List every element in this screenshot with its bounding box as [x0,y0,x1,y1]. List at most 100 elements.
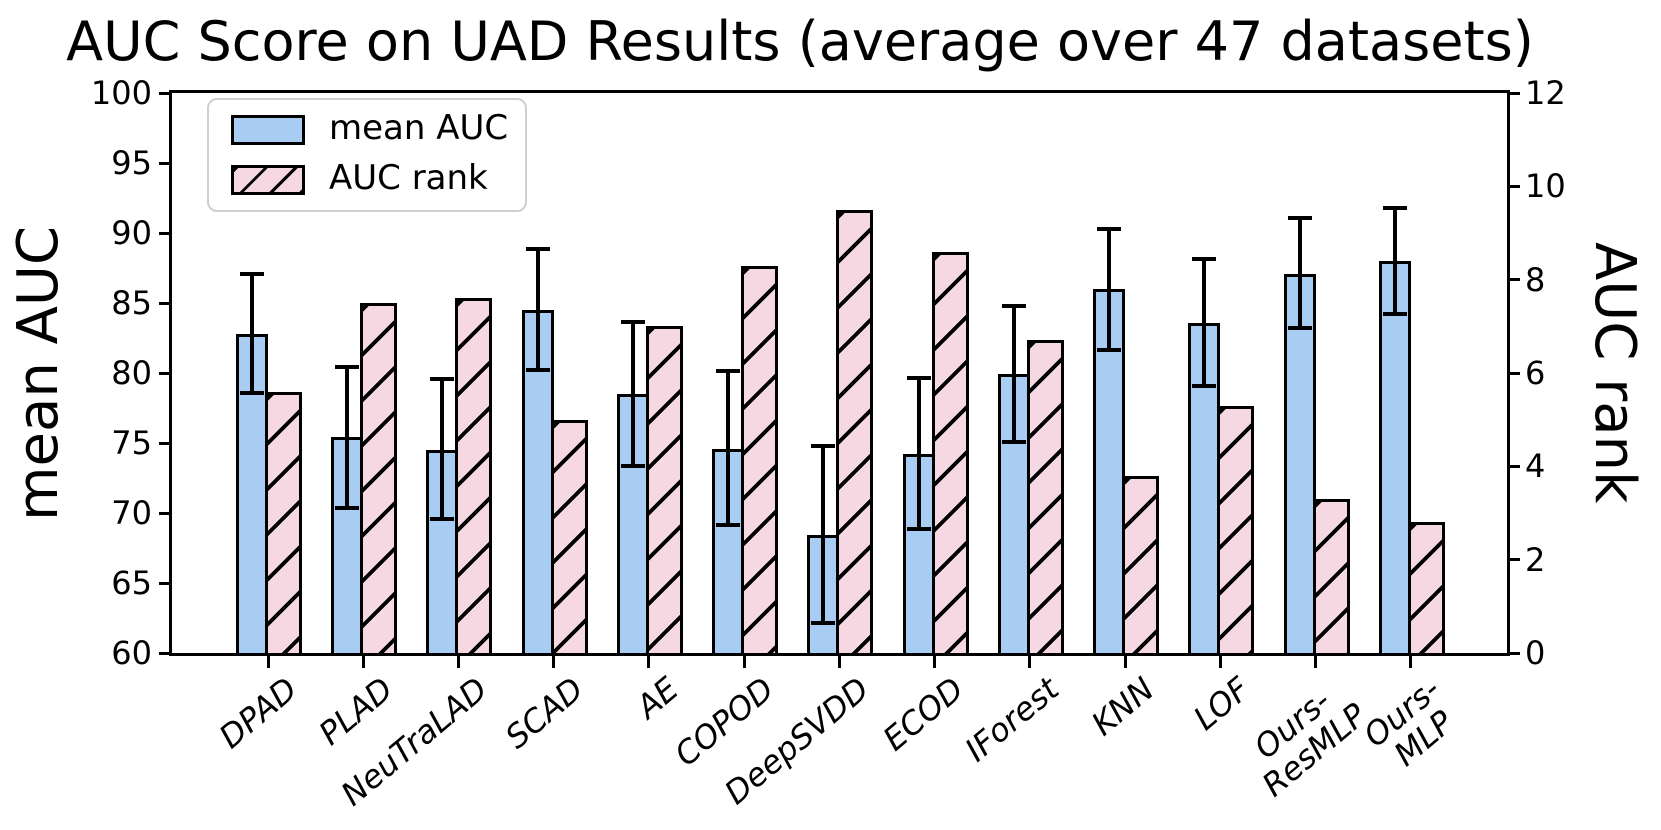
right-axis-title: AUC rank [1582,242,1647,504]
left-axis-tick [159,301,172,305]
left-axis-tick [159,161,172,165]
bar-auc-rank-plad [360,303,398,653]
errorbar-line-neutralad [440,377,445,522]
errorbar-cap-top-ae [620,319,645,324]
legend-label-auc-rank: AUC rank [329,158,488,198]
errorbar-cap-top-neutralad [430,377,455,382]
right-axis-tick-label: 8 [1525,260,1546,299]
errorbar-cap-top-deepsvdd [811,444,836,449]
x-axis-tick [456,656,460,668]
right-axis-tick [1507,184,1520,188]
left-axis-tick-label: 80 [111,354,152,392]
xtick-label-ae: AE [628,669,686,726]
x-axis-tick [647,656,651,668]
errorbar-cap-top-plad [335,364,360,369]
left-axis-tick-label: 90 [111,214,152,252]
left-axis-tick [159,511,172,515]
errorbar-cap-bottom-ours-resmlp [1287,325,1312,330]
bar-auc-rank-knn [1122,475,1160,653]
errorbar-cap-bottom-copod [716,523,741,527]
xtick-label-dpad: DPAD [211,669,305,756]
x-axis-tick [361,656,365,668]
errorbar-cap-bottom-plad [335,506,360,511]
right-axis-tick-label: 4 [1525,447,1546,486]
right-axis-tick [1507,91,1520,95]
errorbar-line-dpad [250,272,254,396]
errorbar-line-knn [1107,227,1112,352]
errorbar-cap-top-ours-resmlp [1287,216,1312,221]
bar-auc-rank-dpad [265,391,302,653]
errorbar-cap-bottom-neutralad [430,517,455,522]
errorbar-cap-bottom-deepsvdd [811,621,836,625]
right-axis-tick [1507,464,1520,468]
errorbar-cap-bottom-knn [1097,348,1122,352]
right-axis-tick-label: 12 [1525,74,1566,112]
errorbar-line-deepsvdd [821,444,826,625]
errorbar-cap-top-knn [1097,227,1122,232]
errorbar-line-copod [726,368,731,527]
xtick-label-lof: LOF [1186,669,1257,738]
errorbar-cap-bottom-dpad [240,391,264,396]
errorbar-cap-top-copod [716,368,741,373]
chart-title: AUC Score on UAD Results (average over 4… [66,10,1534,73]
bar-auc-rank-ae [645,326,683,653]
xtick-label-knn: KNN [1084,669,1162,744]
bar-mean-auc-ours-resmlp [1283,273,1316,653]
xtick-label-ours-mlp: Ours- MLP [1356,669,1461,774]
legend: mean AUC AUC rank [207,98,527,212]
xtick-label-iforest: IForest [958,669,1067,770]
right-axis-tick [1507,558,1520,562]
right-axis-tick-label: 0 [1525,634,1546,672]
bar-auc-rank-ours-mlp [1407,522,1445,653]
left-axis-title: mean AUC [6,225,71,521]
right-axis-tick [1507,278,1520,282]
left-axis-tick-label: 70 [111,494,152,532]
x-axis-tick [1409,656,1413,668]
errorbar-cap-top-scad [525,247,550,251]
xtick-label-ecod: ECOD [875,669,972,759]
x-axis-tick [1314,656,1318,668]
right-axis-tick [1507,651,1520,655]
bar-auc-rank-ecod [931,251,969,653]
left-axis-tick [159,581,172,585]
x-axis-tick [933,656,937,668]
errorbar-cap-top-ours-mlp [1382,206,1407,211]
errorbar-cap-top-iforest [1001,304,1026,309]
left-axis-tick [159,371,172,375]
errorbar-cap-bottom-ours-mlp [1382,311,1407,316]
left-axis-tick-label: 95 [111,144,152,182]
errorbar-line-plad [345,364,350,511]
legend-swatch-mean-auc [231,115,305,145]
xtick-label-scad: SCAD [497,669,591,757]
errorbar-line-scad [535,247,540,372]
errorbar-cap-bottom-ae [620,464,645,469]
bar-auc-rank-deepsvdd [836,209,874,653]
x-axis-tick [1028,656,1032,668]
bar-mean-auc-ours-mlp [1378,261,1411,653]
left-axis-tick-label: 85 [111,284,152,322]
x-axis-tick [837,656,841,668]
bar-auc-rank-neutralad [455,298,493,653]
legend-label-mean-auc: mean AUC [329,108,509,148]
errorbar-cap-top-lof [1192,256,1217,261]
left-axis-tick-label: 60 [111,634,152,672]
left-axis-tick [159,651,172,655]
errorbar-line-iforest [1011,304,1016,445]
bar-auc-rank-copod [741,265,779,653]
left-axis-tick [159,91,172,95]
errorbar-cap-top-ecod [906,375,931,380]
x-axis-tick [266,656,270,668]
right-axis-tick-label: 6 [1525,354,1546,392]
errorbar-cap-bottom-lof [1192,384,1217,389]
left-axis-tick [159,231,172,235]
left-axis-tick-label: 75 [111,424,152,462]
errorbar-line-ecod [916,375,921,532]
errorbar-line-ours-resmlp [1297,216,1302,330]
bar-auc-rank-iforest [1026,340,1064,653]
left-axis-tick-label: 100 [90,74,152,112]
errorbar-cap-bottom-ecod [906,527,931,532]
errorbar-cap-bottom-iforest [1001,440,1026,445]
bar-auc-rank-lof [1217,405,1255,653]
errorbar-line-lof [1202,256,1207,389]
